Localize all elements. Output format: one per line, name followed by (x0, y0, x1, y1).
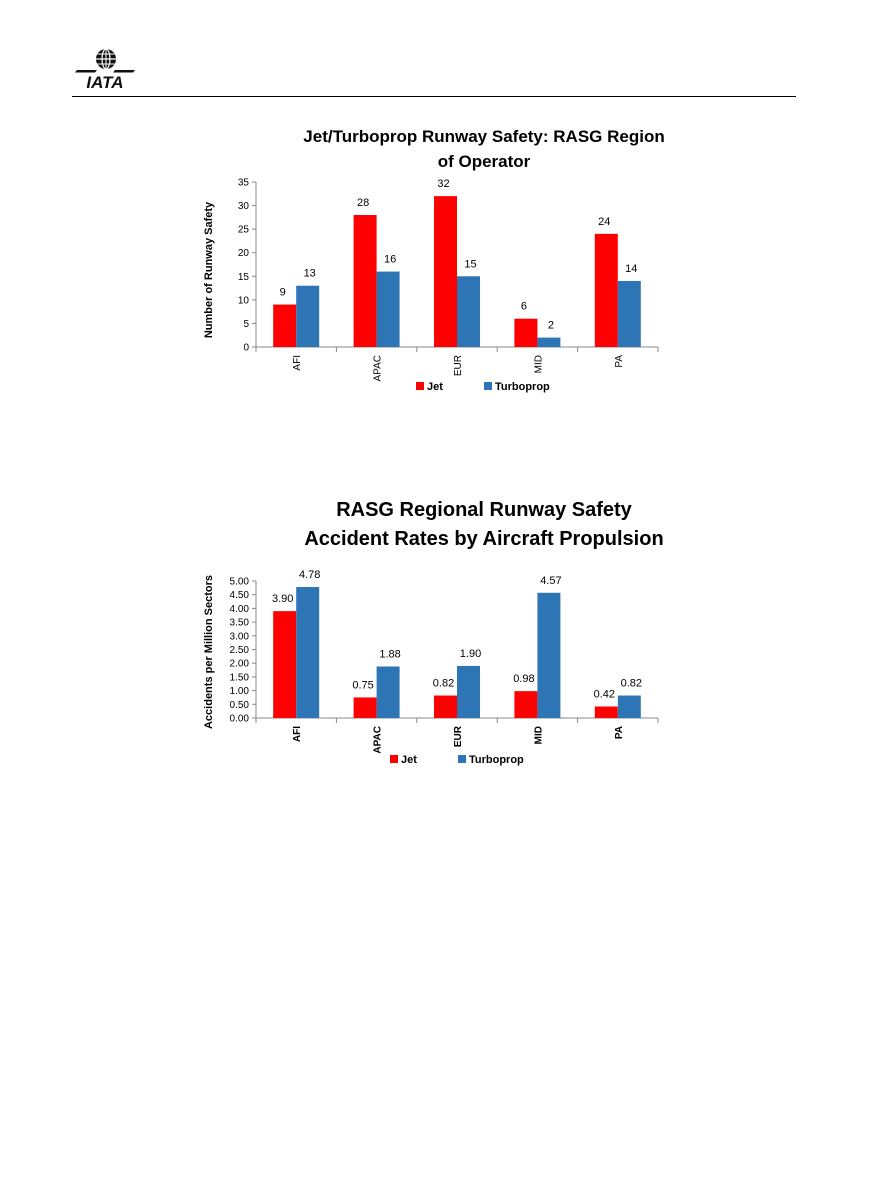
data-label: 14 (625, 263, 637, 275)
x-category-label: AFI (292, 355, 303, 371)
bar-jet-pa (594, 233, 618, 347)
x-category-label: AFI (292, 726, 303, 742)
x-category-label: MID (533, 355, 544, 373)
x-category-label: PA (614, 726, 625, 739)
y-tick-label: 1.00 (230, 686, 250, 697)
y-tick-label: 0 (243, 343, 249, 354)
data-label: 0.75 (352, 679, 373, 691)
x-category-label: PA (614, 355, 625, 368)
bar-jet-pa (594, 706, 618, 718)
x-category-label: MID (533, 726, 544, 744)
data-label: 15 (464, 258, 476, 270)
bar-turboprop-eur (457, 276, 480, 347)
y-tick-label: 5 (243, 319, 249, 330)
logo-wing-stripes (75, 70, 135, 73)
chart-2: RASG Regional Runway Safety Accident Rate… (203, 499, 664, 766)
bar-jet-mid (514, 318, 538, 347)
data-label: 4.78 (299, 569, 320, 581)
bar-turboprop-afi (296, 285, 320, 347)
x-category-label: EUR (453, 725, 464, 747)
legend-label: Jet (427, 381, 443, 393)
bar-turboprop-mid (537, 337, 561, 347)
bar-jet-afi (273, 611, 297, 718)
y-tick-label: 0.50 (230, 700, 250, 711)
data-label: 16 (384, 254, 396, 266)
y-tick-label: 4.50 (230, 590, 250, 601)
bar-jet-eur (434, 695, 457, 718)
y-tick-label: 2.00 (230, 659, 250, 670)
bar-jet-apac (353, 697, 377, 718)
bar-turboprop-pa (617, 281, 641, 347)
legend-swatch-turboprop (458, 755, 466, 763)
x-category-label: APAC (373, 726, 384, 754)
bar-turboprop-mid (537, 592, 561, 718)
logo-text: IATA (86, 73, 123, 92)
data-label: 24 (598, 216, 610, 228)
data-label: 13 (304, 268, 316, 280)
data-label: 1.88 (379, 648, 400, 660)
globe-icon (96, 48, 116, 70)
y-tick-label: 20 (238, 248, 250, 259)
data-label: 0.82 (433, 678, 454, 690)
chart-legend: Jet Turboprop (416, 381, 550, 393)
bar-jet-afi (273, 304, 297, 347)
data-label: 0.98 (513, 673, 534, 685)
y-tick-label: 4.00 (230, 604, 250, 615)
y-tick-label: 5.00 (230, 577, 250, 588)
y-tick-label: 0.00 (230, 714, 250, 725)
data-label: 32 (437, 178, 449, 190)
bar-turboprop-eur (457, 665, 480, 718)
bar-turboprop-apac (376, 666, 400, 718)
data-label: 0.82 (621, 678, 642, 690)
y-tick-label: 10 (238, 295, 250, 306)
y-tick-label: 35 (238, 178, 250, 189)
bar-jet-apac (353, 215, 377, 347)
page-header: IATA (72, 40, 796, 98)
legend-label: Jet (401, 754, 417, 766)
y-tick-label: 30 (238, 201, 250, 212)
legend-swatch-jet (390, 755, 398, 763)
chart-legend: Jet Turboprop (390, 754, 524, 766)
y-axis-label: Number of Runway Safety (203, 201, 215, 338)
y-tick-label: 25 (238, 225, 250, 236)
y-tick-label: 2.50 (230, 645, 250, 656)
data-label: 6 (521, 301, 527, 313)
legend-label: Turboprop (495, 381, 550, 393)
data-label: 3.90 (272, 593, 293, 605)
y-tick-label: 3.00 (230, 631, 250, 642)
iata-logo: IATA (75, 48, 135, 92)
header-divider (72, 96, 796, 97)
x-category-label: EUR (453, 355, 464, 376)
bar-turboprop-afi (296, 587, 320, 718)
chart-1: Jet/Turboprop Runway Safety: RASG Region… (203, 127, 665, 393)
data-label: 4.57 (540, 575, 561, 587)
legend-swatch-turboprop (484, 382, 492, 390)
chart-title-line: RASG Regional Runway Safety (336, 499, 632, 521)
data-label: 2 (548, 320, 554, 332)
data-label: 28 (357, 197, 369, 209)
bar-turboprop-pa (617, 695, 641, 718)
chart-title-line: Jet/Turboprop Runway Safety: RASG Region (303, 127, 664, 146)
y-tick-label: 3.50 (230, 618, 250, 629)
y-tick-label: 15 (238, 272, 250, 283)
data-label: 9 (280, 287, 286, 299)
bar-jet-mid (514, 691, 538, 718)
data-label: 0.42 (594, 688, 615, 700)
y-tick-label: 1.50 (230, 672, 250, 683)
legend-label: Turboprop (469, 754, 524, 766)
chart-title-line: Accident Rates by Aircraft Propulsion (304, 528, 663, 550)
bar-jet-eur (434, 196, 457, 347)
x-category-label: APAC (373, 355, 384, 382)
bar-turboprop-apac (376, 271, 400, 347)
data-label: 1.90 (460, 648, 481, 660)
legend-swatch-jet (416, 382, 424, 390)
y-axis-label: Accidents per Million Sectors (203, 575, 215, 729)
chart-title-line: of Operator (438, 152, 531, 171)
